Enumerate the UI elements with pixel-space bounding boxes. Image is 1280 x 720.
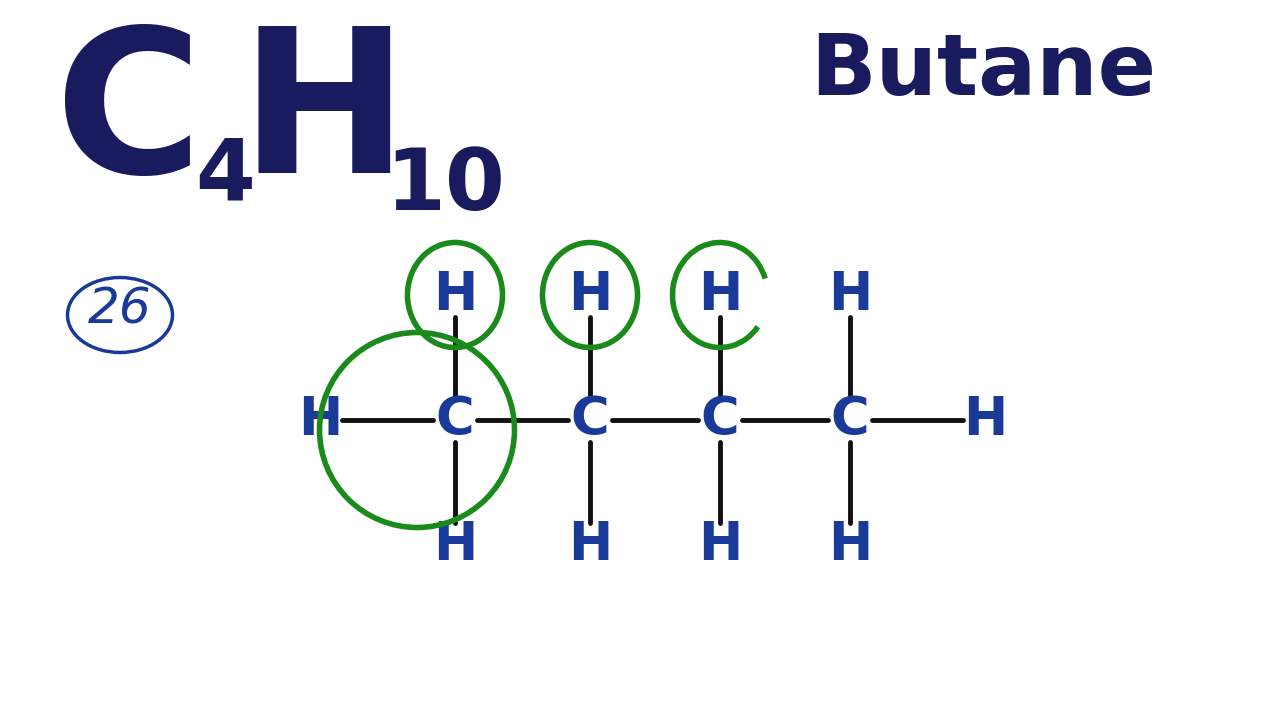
Text: H: H <box>698 519 742 571</box>
Text: H: H <box>433 519 477 571</box>
Text: H: H <box>568 269 612 321</box>
Text: C: C <box>55 20 202 215</box>
Text: C: C <box>831 394 869 446</box>
Text: H: H <box>828 269 872 321</box>
Text: H: H <box>828 519 872 571</box>
Text: H: H <box>298 394 342 446</box>
Text: 26: 26 <box>88 286 152 334</box>
Text: 10: 10 <box>385 145 504 228</box>
Text: C: C <box>571 394 609 446</box>
Text: H: H <box>241 20 408 215</box>
Text: C: C <box>435 394 475 446</box>
Text: Butane: Butane <box>810 30 1156 113</box>
Text: 4: 4 <box>195 135 255 218</box>
Text: H: H <box>963 394 1007 446</box>
Text: C: C <box>700 394 740 446</box>
Text: H: H <box>698 269 742 321</box>
Text: H: H <box>433 269 477 321</box>
Text: H: H <box>568 519 612 571</box>
